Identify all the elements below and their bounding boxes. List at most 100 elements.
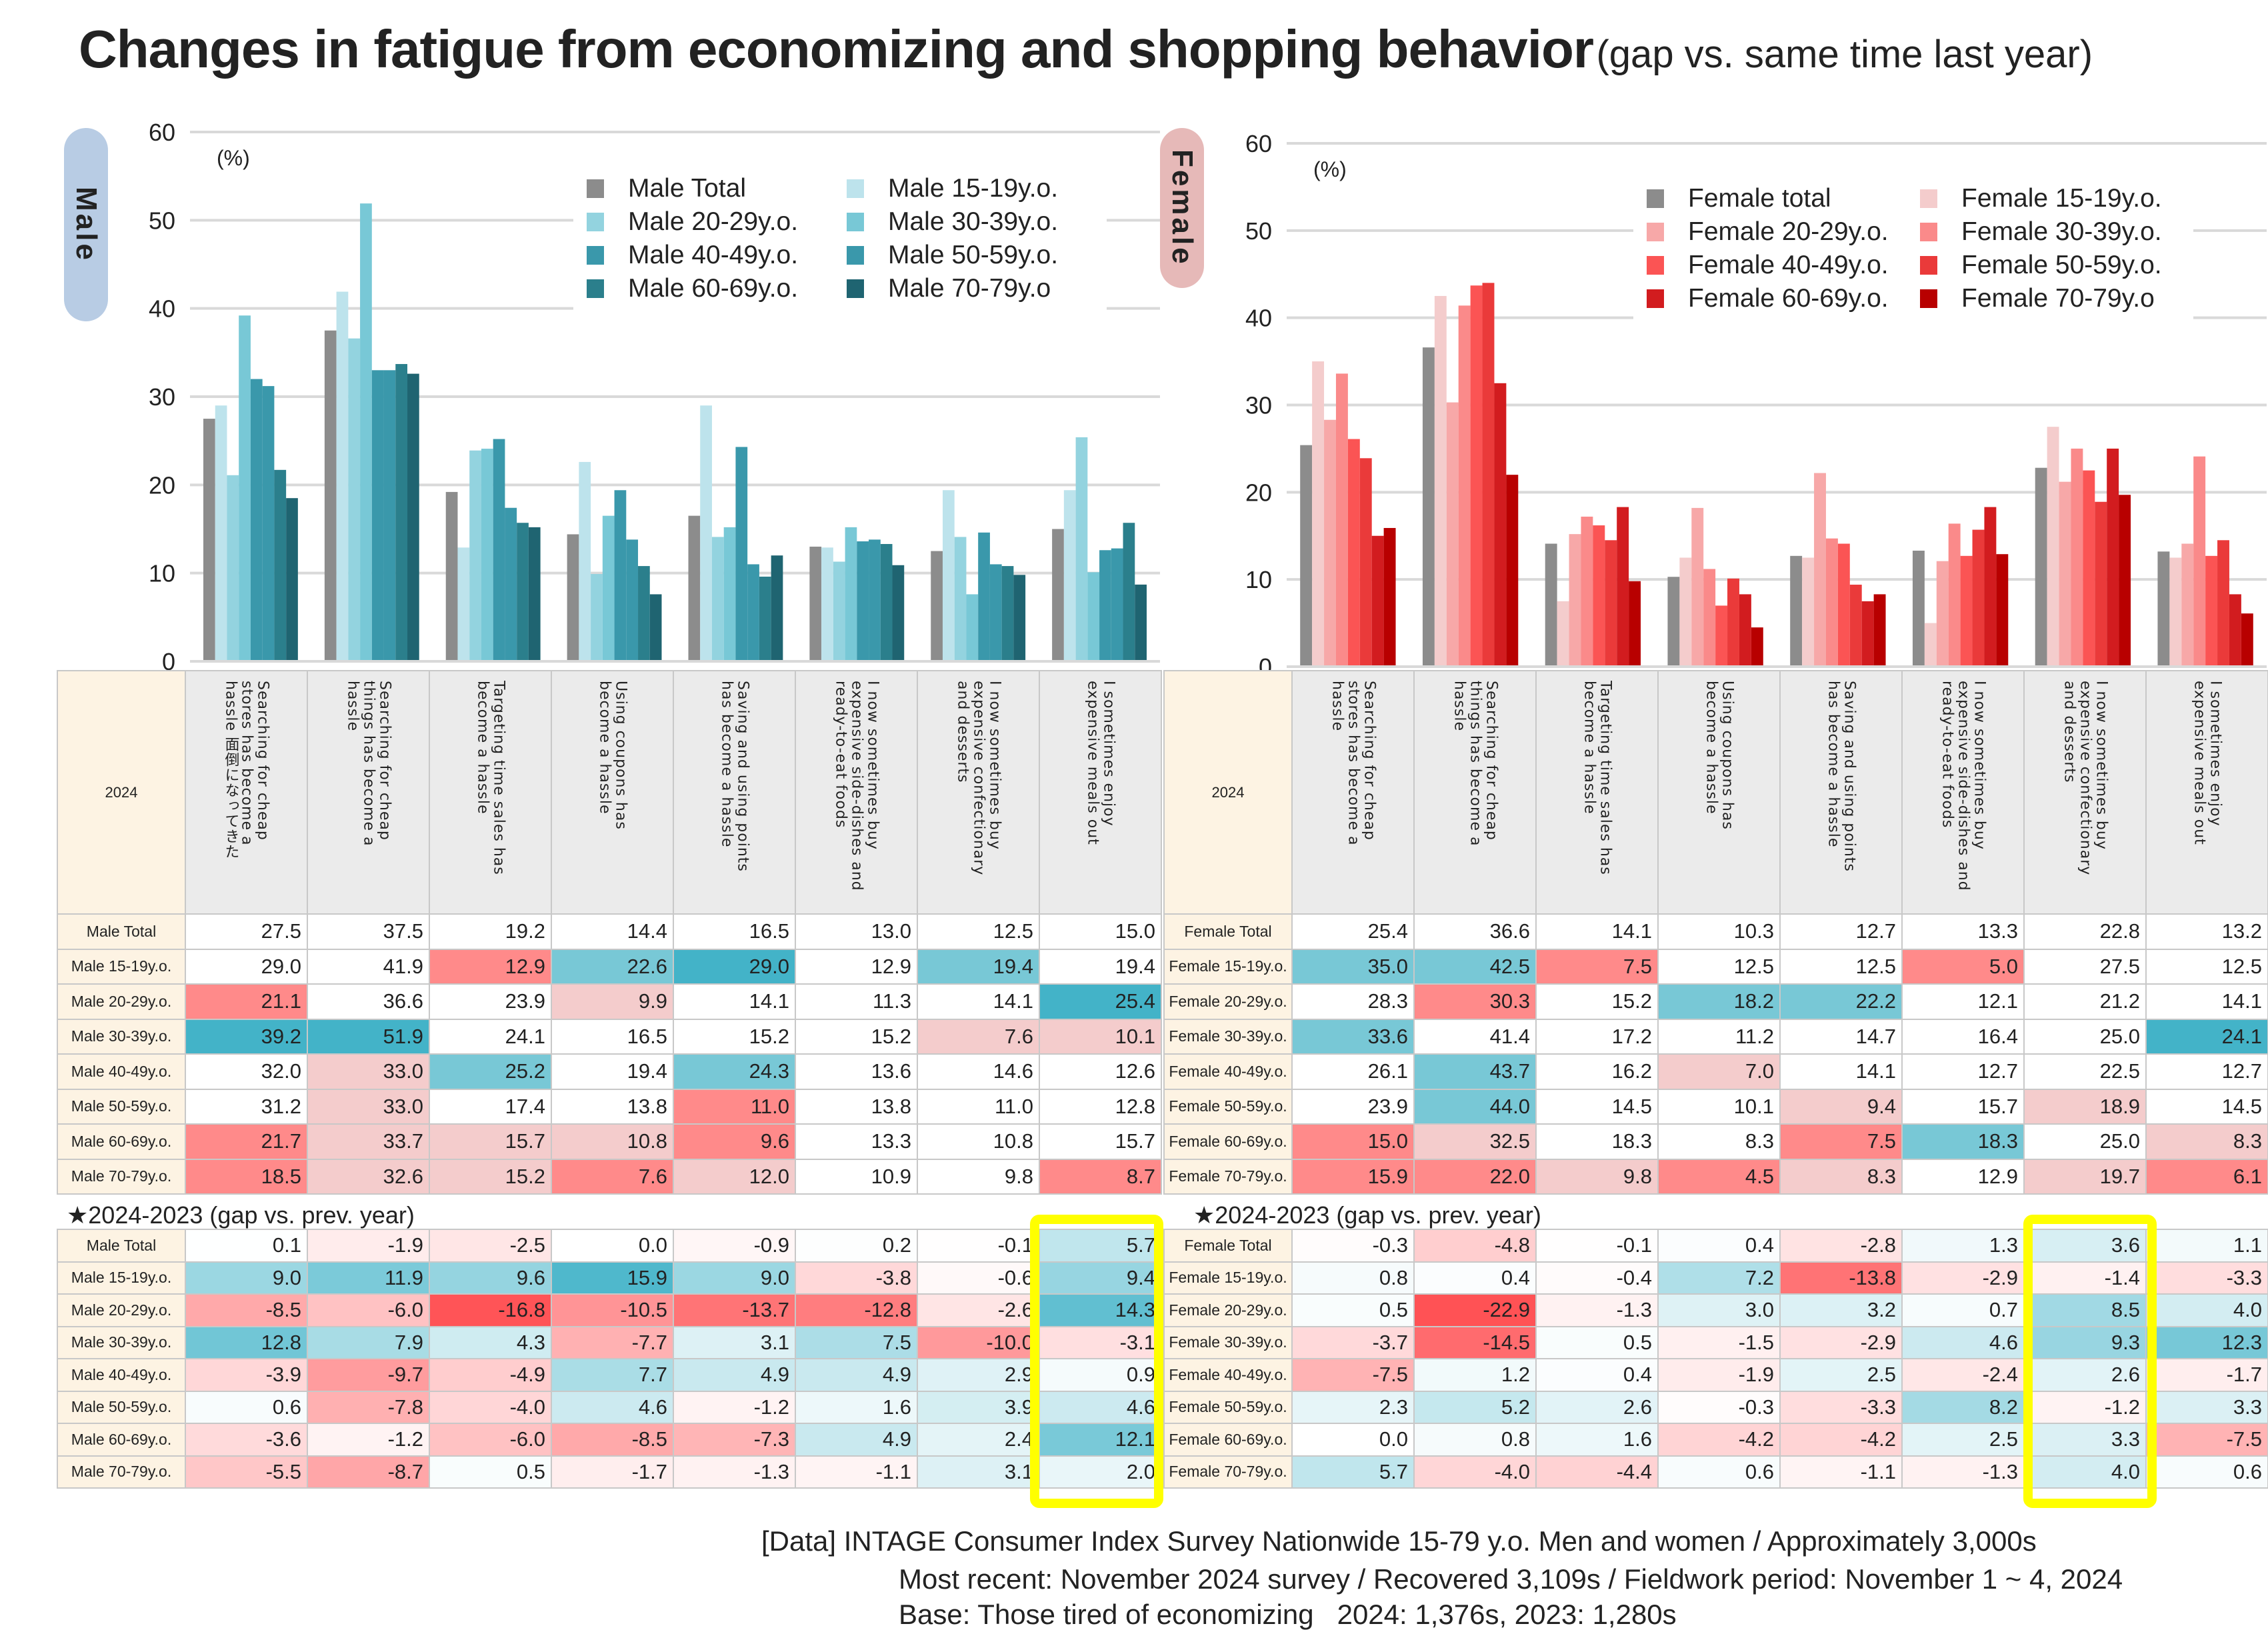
table-cell: 13.3: [795, 1123, 918, 1160]
table-cell: 11.2: [1657, 1018, 1781, 1055]
row-header: Female 70-79y.o.: [1163, 1455, 1293, 1489]
bar: [1506, 475, 1519, 667]
y-tick-label: 50: [1245, 217, 1272, 245]
table-cell: 9.8: [1535, 1158, 1659, 1195]
bar: [1849, 585, 1862, 667]
footer-survey: Most recent: November 2024 survey / Reco…: [899, 1563, 2123, 1595]
row-header: Male 20-29y.o.: [57, 1293, 186, 1327]
bar: [954, 537, 967, 661]
row-header: Female 40-49y.o.: [1163, 1358, 1293, 1392]
table-cell: 24.1: [2145, 1018, 2268, 1055]
table-cell: 29.0: [673, 948, 796, 985]
table-cell: 0.6: [1657, 1455, 1781, 1489]
table-cell: -3.7: [1291, 1325, 1415, 1359]
table-cell: 14.6: [917, 1053, 1040, 1090]
table-cell: 13.0: [795, 913, 918, 950]
bar: [1123, 523, 1135, 661]
y-tick-label: 10: [1245, 566, 1272, 593]
y-axis-unit: (%): [217, 146, 250, 170]
table-cell: 5.7: [1291, 1455, 1415, 1489]
table-cell: 33.0: [307, 1088, 430, 1125]
bar: [1751, 627, 1763, 667]
bar: [360, 203, 372, 661]
table-cell: -2.8: [1779, 1229, 1903, 1263]
table-cell: 12.5: [917, 913, 1040, 950]
column-header: Using coupons has become a hassle: [1657, 670, 1781, 915]
table-cell: -2.6: [917, 1293, 1040, 1327]
column-header: I now sometimes buy expensive confection…: [2023, 670, 2147, 915]
bar: [1013, 575, 1026, 661]
table-cell: 4.0: [2145, 1293, 2268, 1327]
table-cell: -10.5: [551, 1293, 674, 1327]
legend-swatch: [847, 179, 864, 198]
table-cell: 9.6: [673, 1123, 796, 1160]
table-cell: -4.4: [1535, 1455, 1659, 1489]
bar: [227, 475, 239, 661]
legend-swatch: [587, 246, 604, 265]
table-row: Female 40-49y.o. 26.1 43.7 16.2 7.0 14.1 12.7 2…: [1163, 1053, 2268, 1090]
bar: [759, 576, 771, 661]
column-header: I now sometimes buy expensive side-dishe…: [1901, 670, 2025, 915]
title-main: Changes in fatigue from economizing and …: [79, 19, 1594, 79]
table-cell: 30.3: [1413, 983, 1537, 1020]
table-cell: -1.7: [551, 1455, 674, 1489]
legend-label: Male 60-69y.o.: [628, 274, 798, 303]
table-cell: 10.3: [1657, 913, 1781, 950]
column-header: Saving and using points has become a has…: [673, 670, 796, 915]
table-row: Female 60-69y.o. 0.0 0.8 1.6 -4.2 -4.2 2.5 3.3-…: [1163, 1423, 2268, 1457]
bar: [215, 405, 227, 661]
table-cell: -5.5: [185, 1455, 308, 1489]
bar: [1458, 305, 1471, 667]
row-header: Male 70-79y.o.: [57, 1158, 186, 1195]
legend-label: Male 15-19y.o.: [888, 174, 1058, 203]
bar: [1814, 473, 1826, 667]
table-cell: -6.0: [429, 1423, 552, 1457]
table-row: Male 60-69y.o. -3.6 -1.2 -6.0 -8.5 -7.3 4.9 2.4…: [57, 1423, 1162, 1457]
table-cell: 7.6: [917, 1018, 1040, 1055]
bar: [1422, 347, 1435, 667]
bar: [1324, 419, 1336, 667]
table-cell: -7.5: [1291, 1358, 1415, 1392]
legend-swatch: [1920, 223, 1937, 241]
bar: [1727, 578, 1739, 667]
bar: [1052, 529, 1064, 661]
row-header: Female 20-29y.o.: [1163, 983, 1293, 1020]
table-cell: -0.3: [1291, 1229, 1415, 1263]
table-cell: 2.6: [1535, 1390, 1659, 1424]
male-2024-table: 2024 Searching for cheap stores has becom…: [57, 670, 1162, 1195]
table-cell: -8.5: [551, 1423, 674, 1457]
table-cell: 7.2: [1657, 1261, 1781, 1295]
year-header: 2024: [57, 670, 186, 915]
row-header: Female 50-59y.o.: [1163, 1390, 1293, 1424]
bar: [493, 439, 505, 661]
table-cell: -4.2: [1779, 1423, 1903, 1457]
table-cell: -1.7: [2145, 1358, 2268, 1392]
row-header: Male 40-49y.o.: [57, 1358, 186, 1392]
table-cell: 19.4: [917, 948, 1040, 985]
y-tick-label: 60: [1245, 130, 1272, 157]
bar: [1691, 507, 1704, 667]
table-cell: 4.3: [429, 1325, 552, 1359]
bar: [348, 338, 361, 661]
table-row: Male 50-59y.o. 0.6 -7.8 -4.0 4.6 -1.2 1.6 3.9 4.…: [57, 1390, 1162, 1424]
row-header: Female 15-19y.o.: [1163, 948, 1293, 985]
bar: [989, 564, 1002, 661]
table-cell: -2.4: [1901, 1358, 2025, 1392]
table-cell: 1.6: [795, 1390, 918, 1424]
table-cell: -0.9: [673, 1229, 796, 1263]
legend-label: Male 70-79y.o: [888, 274, 1051, 303]
table-cell: -4.2: [1657, 1423, 1781, 1457]
bar: [239, 315, 251, 662]
bar: [1912, 550, 1925, 667]
table-cell: 13.8: [795, 1088, 918, 1125]
table-cell: 0.6: [185, 1390, 308, 1424]
bar: [771, 555, 783, 661]
y-axis-unit: (%): [1313, 157, 1347, 181]
table-cell: 10.8: [917, 1123, 1040, 1160]
table-cell: 32.5: [1413, 1123, 1537, 1160]
bar: [1569, 534, 1581, 667]
row-header: Male 70-79y.o.: [57, 1455, 186, 1489]
bar: [821, 547, 833, 661]
table-cell: 27.5: [2023, 948, 2147, 985]
